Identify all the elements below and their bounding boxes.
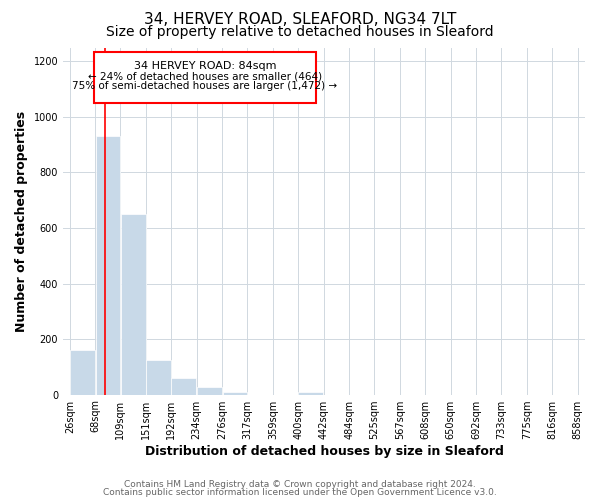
Bar	[121, 214, 146, 394]
Bar	[298, 392, 323, 394]
Bar	[70, 350, 95, 395]
FancyBboxPatch shape	[94, 52, 316, 103]
Text: Size of property relative to detached houses in Sleaford: Size of property relative to detached ho…	[106, 25, 494, 39]
Y-axis label: Number of detached properties: Number of detached properties	[15, 110, 28, 332]
Bar	[146, 360, 171, 394]
X-axis label: Distribution of detached houses by size in Sleaford: Distribution of detached houses by size …	[145, 444, 503, 458]
Bar	[197, 387, 222, 394]
Bar	[96, 136, 120, 394]
Text: 34 HERVEY ROAD: 84sqm: 34 HERVEY ROAD: 84sqm	[134, 62, 276, 72]
Text: ← 24% of detached houses are smaller (464): ← 24% of detached houses are smaller (46…	[88, 72, 322, 82]
Text: Contains public sector information licensed under the Open Government Licence v3: Contains public sector information licen…	[103, 488, 497, 497]
Text: Contains HM Land Registry data © Crown copyright and database right 2024.: Contains HM Land Registry data © Crown c…	[124, 480, 476, 489]
Bar	[223, 392, 247, 394]
Text: 34, HERVEY ROAD, SLEAFORD, NG34 7LT: 34, HERVEY ROAD, SLEAFORD, NG34 7LT	[144, 12, 456, 28]
Text: 75% of semi-detached houses are larger (1,472) →: 75% of semi-detached houses are larger (…	[73, 82, 338, 92]
Bar	[172, 378, 196, 394]
